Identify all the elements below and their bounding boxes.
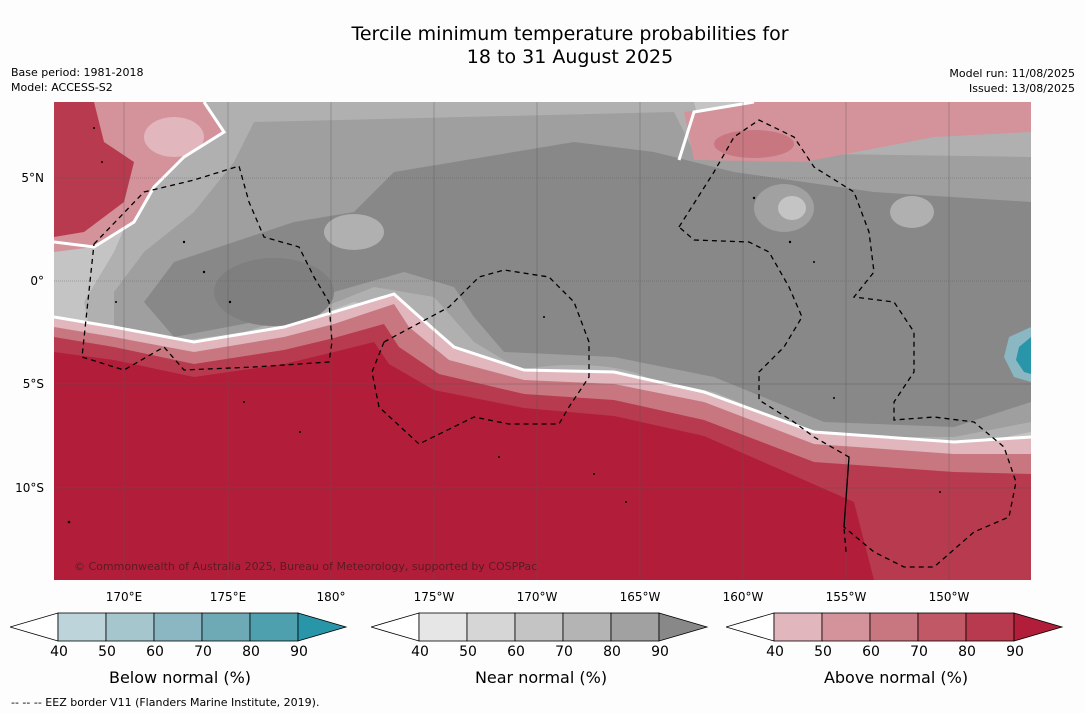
lat-label-5n: 5°N: [21, 171, 44, 185]
model-name: Model: ACCESS-S2: [11, 81, 113, 94]
above-normal-patch: [714, 130, 794, 158]
cbar-tick: 50: [98, 644, 116, 660]
below-normal-core: [1016, 337, 1031, 374]
colorbar-label-near: Near normal (%): [474, 668, 608, 687]
meta-left: Base period: 1981-2018 Model: ACCESS-S2: [11, 65, 143, 95]
colorbar-segment: [418, 612, 468, 642]
cbar-tick: 40: [50, 644, 68, 660]
colorbar-segment: [773, 612, 823, 642]
near-normal-patch: [778, 196, 806, 220]
colorbar-segment: [562, 612, 612, 642]
cbar-tick: 60: [862, 644, 880, 660]
lon-label: 175°W: [413, 590, 455, 604]
cbar-tick: 60: [507, 644, 525, 660]
cbar-tick: 70: [555, 644, 573, 660]
lon-label: 175°E: [209, 590, 247, 604]
colorbar-segment: [201, 612, 251, 642]
footnote: -- -- -- EEZ border V11 (Flanders Marine…: [11, 696, 320, 709]
cbar-tick: 70: [194, 644, 212, 660]
colorbar-min-extend: [371, 612, 420, 642]
colorbar-segment: [917, 612, 967, 642]
colorbar-segment: [249, 612, 299, 642]
colorbar-min-extend: [726, 612, 775, 642]
near-normal-patch: [214, 258, 334, 326]
near-normal-patch: [324, 214, 384, 250]
colorbar-min-extend: [10, 612, 59, 642]
colorbar-label-above: Above normal (%): [823, 668, 969, 687]
cbar-tick: 40: [766, 644, 784, 660]
lon-label: 155°W: [825, 590, 867, 604]
above-normal-south-90: [54, 342, 874, 580]
colorbar-segment: [57, 612, 107, 642]
cbar-tick: 50: [459, 644, 477, 660]
cbar-tick: 40: [411, 644, 429, 660]
colorbar-max-extend: [1013, 612, 1064, 642]
colorbar-above-normal: [726, 612, 1064, 642]
map-title-line1: Tercile minimum temperature probabilitie…: [351, 23, 789, 45]
issued-date: Issued: 13/08/2025: [968, 82, 1075, 95]
lon-label: 180°: [316, 590, 346, 604]
cbar-tick: 80: [242, 644, 260, 660]
near-normal-patch: [890, 196, 934, 228]
cbar-tick: 60: [146, 644, 164, 660]
cbar-tick: 90: [651, 644, 669, 660]
lon-label: 160°W: [722, 590, 764, 604]
model-run: Model run: 11/08/2025: [949, 67, 1075, 80]
meta-right: Model run: 11/08/2025 Issued: 13/08/2025: [949, 66, 1075, 96]
base-period: Base period: 1981-2018: [11, 66, 144, 79]
colorbar-below-normal: [10, 612, 348, 642]
colorbar-segment: [869, 612, 919, 642]
colorbar-label-below: Below normal (%): [108, 668, 252, 687]
lat-label-10s: 10°S: [15, 481, 44, 495]
above-normal-topleft-core: [54, 102, 134, 237]
colorbar-segment: [514, 612, 564, 642]
colorbar-near-normal: [371, 612, 709, 642]
above-normal-patch: [144, 117, 204, 157]
cbar-tick: 70: [910, 644, 928, 660]
cbar-tick: 90: [290, 644, 308, 660]
cbar-tick: 80: [603, 644, 621, 660]
lon-label: 165°W: [619, 590, 661, 604]
probability-map: © Commonwealth of Australia 2025, Bureau…: [54, 102, 1031, 580]
colorbar-segment: [821, 612, 871, 642]
colorbar-max-extend: [297, 612, 348, 642]
islands: [67, 127, 941, 524]
lat-label-5s: 5°S: [22, 377, 44, 391]
lat-label-0: 0°: [30, 274, 44, 288]
lon-label: 150°W: [928, 590, 970, 604]
colorbar-segment: [610, 612, 660, 642]
colorbar-max-extend: [658, 612, 709, 642]
lon-label: 170°W: [516, 590, 558, 604]
lon-label: 170°E: [105, 590, 143, 604]
map-title-line2: 18 to 31 August 2025: [466, 46, 674, 68]
colorbar-segment: [965, 612, 1015, 642]
colorbar-segment: [153, 612, 203, 642]
cbar-tick: 50: [814, 644, 832, 660]
cbar-tick: 80: [958, 644, 976, 660]
colorbar-segment: [105, 612, 155, 642]
cbar-tick: 90: [1006, 644, 1024, 660]
eez-borders: [81, 119, 1017, 568]
graticule: [54, 102, 1031, 580]
copyright-text: © Commonwealth of Australia 2025, Bureau…: [74, 560, 537, 573]
colorbar-segment: [466, 612, 516, 642]
